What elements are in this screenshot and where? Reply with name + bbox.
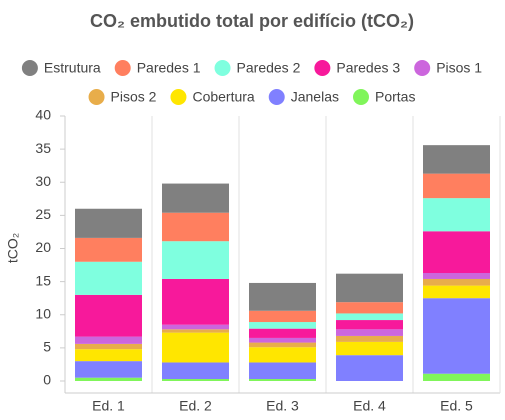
bar-segment — [162, 183, 229, 213]
x-tick-label: Ed. 2 — [179, 398, 212, 414]
bar-segment — [162, 324, 229, 330]
x-tick-label: Ed. 1 — [92, 398, 125, 414]
y-tick-label: 30 — [35, 173, 51, 189]
legend-marker — [214, 60, 231, 76]
bar-segment — [75, 343, 142, 350]
legend-label: Paredes 2 — [237, 60, 301, 76]
bar-segment — [75, 336, 142, 344]
bar-segment — [162, 379, 229, 381]
bar-segment — [423, 231, 490, 274]
y-tick-label: 10 — [35, 305, 51, 321]
bar-segment — [423, 298, 490, 374]
bar-segment — [249, 310, 316, 323]
bar-segment — [75, 237, 142, 262]
y-tick-label: 15 — [35, 272, 51, 288]
y-tick-label: 20 — [35, 239, 51, 255]
bar-segment — [249, 282, 316, 311]
bar-segment — [162, 329, 229, 333]
bar-segment — [249, 342, 316, 348]
bar-segment — [336, 273, 403, 303]
bar-segment — [249, 379, 316, 381]
legend-marker — [114, 60, 131, 76]
bar-segment — [423, 198, 490, 232]
y-tick-label: 25 — [35, 206, 51, 222]
legend-marker — [88, 89, 105, 105]
bar-segment — [162, 278, 229, 325]
bar-segment — [423, 273, 490, 279]
bar-segment — [75, 349, 142, 362]
legend-marker — [352, 89, 369, 105]
bar-segment — [75, 208, 142, 238]
bar-segment — [336, 313, 403, 321]
legend-marker — [314, 60, 331, 76]
bar-segment — [423, 285, 490, 299]
bar-segment — [75, 294, 142, 337]
bar-segment — [75, 261, 142, 295]
bar-segment — [423, 373, 490, 381]
y-tick-label: 0 — [43, 372, 51, 388]
bar-segment — [249, 328, 316, 338]
bar-segment — [162, 332, 229, 363]
legend-label: Paredes 3 — [336, 60, 400, 76]
bar-segment — [249, 347, 316, 363]
legend-marker — [170, 89, 187, 105]
y-tick-label: 5 — [43, 339, 51, 355]
legend-label: Portas — [375, 89, 415, 105]
legend-marker — [268, 89, 285, 105]
legend-label: Pisos 1 — [436, 60, 482, 76]
bar-segment — [336, 341, 403, 356]
bar-segment — [75, 377, 142, 381]
bar-segment — [75, 361, 142, 378]
y-tick-label: 40 — [35, 107, 51, 123]
x-tick-label: Ed. 3 — [266, 398, 299, 414]
legend-label: Estrutura — [44, 60, 101, 76]
bar-segment — [249, 322, 316, 329]
legend-marker — [21, 60, 38, 76]
bar-segment — [423, 145, 490, 174]
x-tick-label: Ed. 5 — [440, 398, 473, 414]
bar-segment — [423, 278, 490, 286]
legend-label: Cobertura — [192, 89, 254, 105]
x-tick-label: Ed. 4 — [353, 398, 386, 414]
legend-marker — [414, 60, 431, 76]
bar-segment — [249, 362, 316, 380]
bar-segment — [336, 320, 403, 330]
bar-segment — [336, 329, 403, 336]
bar-segment — [336, 355, 403, 381]
chart-title: CO₂ embutido total por edifício (tCO₂) — [90, 11, 414, 31]
legend-label: Janelas — [291, 89, 339, 105]
bar-segment — [162, 362, 229, 380]
bar-segment — [336, 335, 403, 342]
legend-label: Pisos 2 — [111, 89, 157, 105]
bar-segment — [423, 173, 490, 199]
y-tick-label: 35 — [35, 140, 51, 156]
legend-label: Paredes 1 — [137, 60, 201, 76]
bar-segment — [162, 212, 229, 242]
bar-segment — [162, 241, 229, 279]
bar-segment — [336, 302, 403, 314]
y-axis-label: tCO₂ — [5, 233, 21, 263]
bar-segment — [249, 337, 316, 343]
